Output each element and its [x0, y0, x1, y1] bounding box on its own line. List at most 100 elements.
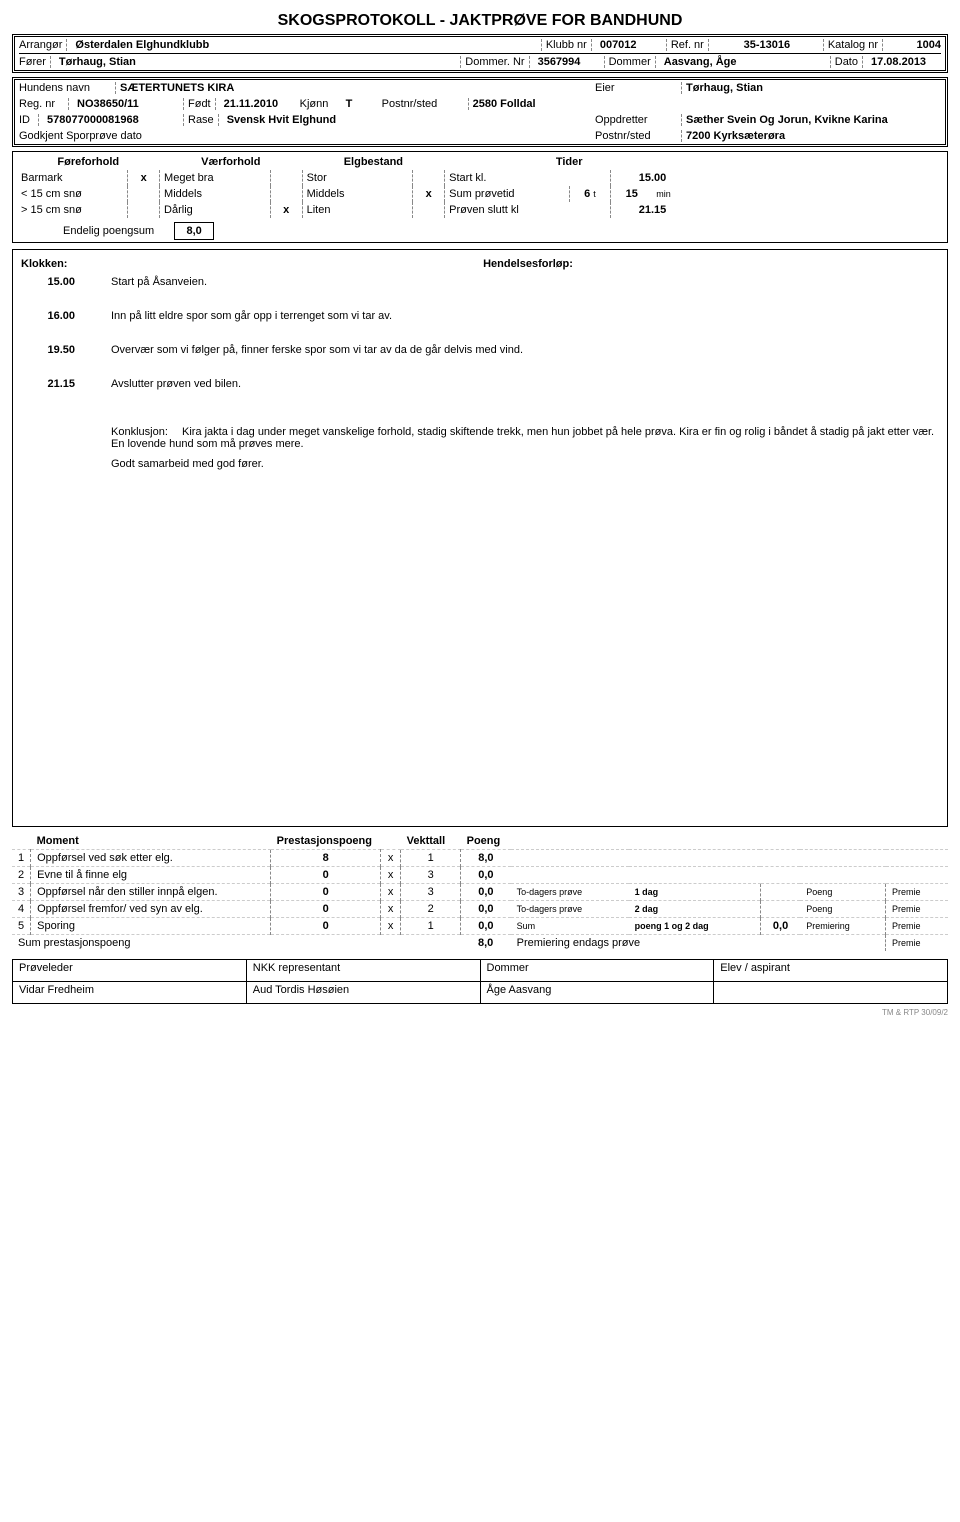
dato-label: Dato — [830, 56, 863, 68]
cond-c1: Barmark — [17, 170, 128, 186]
moment-extra-premie: Premie — [886, 901, 948, 918]
forer-value: Tørhaug, Stian — [59, 56, 454, 68]
id-value: 578077000081968 — [47, 114, 177, 126]
sig-h1: Prøveleder — [13, 960, 247, 982]
moment-prest: 8 — [271, 850, 381, 867]
cond-m3: x — [413, 186, 445, 202]
cond-m1: x — [128, 170, 160, 186]
klokken-time: 21.15 — [21, 378, 81, 390]
moments-block: Moment Prestasjonspoeng Vekttall Poeng 1… — [12, 833, 948, 951]
header-block: Arrangør Østerdalen Elghundklubb Klubb n… — [12, 34, 948, 73]
cond-c1: > 15 cm snø — [17, 202, 128, 218]
moment-n: 4 — [12, 901, 31, 918]
fodt-label: Født — [183, 98, 216, 110]
klokken-entry: 19.50 Overvær som vi følger på, finner f… — [21, 344, 939, 356]
cond-c6: 21.15 — [611, 202, 694, 218]
klokken-text: Overvær som vi følger på, finner ferske … — [111, 344, 939, 356]
cond-h4: Tider — [445, 154, 694, 170]
page-title: SKOGSPROTOKOLL - JAKTPRØVE FOR BANDHUND — [12, 12, 948, 30]
conditions-row: Barmark x Meget bra Stor Start kl. 15.00 — [17, 170, 943, 186]
eier-value: Tørhaug, Stian — [681, 82, 941, 94]
cond-c1: < 15 cm snø — [17, 186, 128, 202]
cond-c2: Meget bra — [160, 170, 271, 186]
moment-prest: 0 — [271, 901, 381, 918]
moment-row: 4 Oppførsel fremfor/ ved syn av elg. 0 x… — [12, 901, 948, 918]
dommer-value: Aasvang, Åge — [664, 56, 824, 68]
moment-extra-val: 0,0 — [760, 918, 800, 935]
moment-prest: 0 — [271, 918, 381, 935]
klubbnr-value: 007012 — [600, 39, 660, 51]
prem-endags-label: Premiering endags prøve — [511, 935, 761, 952]
klubbnr-label: Klubb nr — [541, 39, 592, 51]
postnrsted2-label: Postnr/sted — [595, 130, 675, 142]
cond-h2: Værforhold — [160, 154, 303, 170]
moment-row: 2 Evne til å finne elg 0 x 3 0,0 — [12, 867, 948, 884]
konklusjon-text: Kira jakta i dag under meget vanskelige … — [111, 426, 934, 450]
sig-h2: NKK representant — [246, 960, 480, 982]
cond-c5: 6 t — [569, 186, 611, 202]
cond-c6u: min — [652, 186, 694, 202]
moment-extra-val — [760, 884, 800, 901]
cond-c4: Sum prøvetid — [445, 186, 570, 202]
moment-extra-day: 2 dag — [629, 901, 761, 918]
moment-text: Oppførsel ved søk etter elg. — [31, 850, 271, 867]
endelig-value: 8,0 — [174, 222, 214, 240]
cond-h1: Føreforhold — [17, 154, 160, 170]
katalognr-label: Katalog nr — [823, 39, 883, 51]
moment-extra-premie: Premie — [886, 918, 948, 935]
forer-label: Fører — [19, 56, 51, 68]
moment-vekt: 3 — [401, 884, 461, 901]
dog-block: Hundens navn SÆTERTUNETS KIRA Eier Tørha… — [12, 77, 948, 147]
moment-x: x — [381, 901, 401, 918]
godkjent-label: Godkjent Sporprøve dato — [19, 130, 589, 142]
postnrsted2-value: 7200 Kyrksæterøra — [681, 130, 941, 142]
dommernr-value: 3567994 — [538, 56, 598, 68]
footer-text: TM & RTP 30/09/2 — [12, 1008, 948, 1017]
cond-m3 — [413, 170, 445, 186]
moment-n: 2 — [12, 867, 31, 884]
cond-c3: Liten — [302, 202, 413, 218]
moment-vekt: 1 — [401, 918, 461, 935]
conditions-table: Føreforhold Værforhold Elgbestand Tider … — [17, 154, 943, 218]
cond-m1 — [128, 202, 160, 218]
klokken-time: 19.50 — [21, 344, 81, 356]
m-h-moment: Moment — [31, 833, 271, 850]
cond-c6: 15 — [611, 186, 653, 202]
moment-n: 5 — [12, 918, 31, 935]
sum-prest-value: 8,0 — [461, 935, 511, 952]
moment-extra-premie: Premie — [886, 884, 948, 901]
moment-poeng: 0,0 — [461, 867, 511, 884]
refnr-label: Ref. nr — [666, 39, 709, 51]
cond-m2 — [270, 170, 302, 186]
m-h-poeng: Poeng — [461, 833, 511, 850]
moment-vekt: 2 — [401, 901, 461, 918]
m-h-prest: Prestasjonspoeng — [271, 833, 381, 850]
oppdretter-value: Sæther Svein Og Jorun, Kvikne Karina — [681, 114, 941, 126]
kjonn-value: T — [346, 98, 376, 110]
m-h-vekt: Vekttall — [401, 833, 461, 850]
sig-v2: Aud Tordis Høsøien — [246, 982, 480, 1004]
regnr-value: NO38650/11 — [77, 98, 177, 110]
cond-c6: 15.00 — [611, 170, 694, 186]
konklusjon-label: Konklusjon: — [111, 426, 168, 438]
moment-vekt: 1 — [401, 850, 461, 867]
arrangor-value: Østerdalen Elghundklubb — [75, 39, 534, 51]
endelig-label: Endelig poengsum — [63, 225, 154, 237]
prem-endags-premie: Premie — [886, 935, 948, 952]
klokken-entry: 15.00 Start på Åsanveien. — [21, 276, 939, 288]
klokken-time: 16.00 — [21, 310, 81, 322]
sig-v3: Åge Aasvang — [480, 982, 714, 1004]
rase-value: Svensk Hvit Elghund — [227, 114, 589, 126]
refnr-value: 35-13016 — [717, 39, 817, 51]
cond-m2: x — [270, 202, 302, 218]
moment-n: 3 — [12, 884, 31, 901]
moment-prest: 0 — [271, 884, 381, 901]
hendelses-label: Hendelsesforløp: — [117, 258, 939, 270]
moment-x: x — [381, 867, 401, 884]
postnrsted1-value: 2580 Folldal — [468, 98, 728, 110]
fodt-value: 21.11.2010 — [224, 98, 294, 110]
moment-extra-lbl: Sum — [511, 918, 629, 935]
moment-extra-day: poeng 1 og 2 dag — [629, 918, 761, 935]
moment-extra-poeng: Poeng — [800, 884, 885, 901]
katalognr-value: 1004 — [891, 39, 941, 51]
